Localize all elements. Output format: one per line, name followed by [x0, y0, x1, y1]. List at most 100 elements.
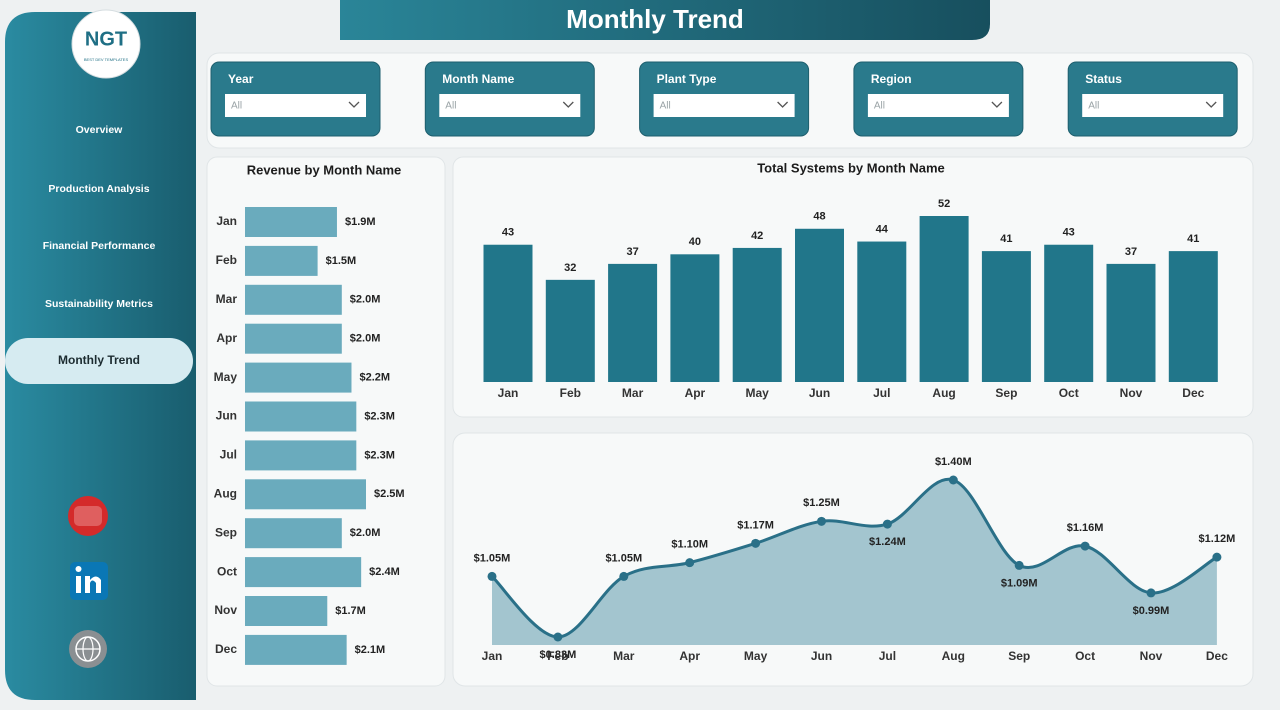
x-tick-label: Jun — [811, 649, 832, 663]
point — [1014, 560, 1024, 570]
data-label: 43 — [1063, 227, 1075, 239]
x-tick-label: May — [744, 649, 768, 663]
point — [553, 632, 563, 642]
data-label: 32 — [564, 262, 576, 274]
filter-value[interactable]: All — [1088, 101, 1099, 112]
x-tick-label: Mar — [622, 386, 644, 400]
filter-label: Region — [871, 72, 912, 86]
chart-title: Total Systems by Month Name — [757, 160, 945, 175]
data-label: 42 — [751, 230, 763, 242]
x-tick-label: Jan — [482, 649, 503, 663]
x-tick-label: Mar — [613, 649, 635, 663]
filter-dropdown[interactable] — [1082, 94, 1224, 117]
data-label: $1.12M — [1199, 533, 1236, 545]
dropdown-arrow[interactable] — [562, 101, 574, 108]
dropdown-arrow[interactable] — [991, 101, 1003, 108]
data-label: $1.40M — [935, 456, 972, 468]
data-label: 44 — [876, 223, 889, 235]
filter-label: Status — [1085, 72, 1122, 86]
x-tick-label: Jul — [873, 386, 890, 400]
filter-dropdown[interactable] — [439, 94, 581, 117]
data-label: 40 — [689, 236, 701, 248]
x-tick-label: Nov — [1140, 649, 1163, 663]
data-label: $2.2M — [359, 372, 390, 384]
nav-item[interactable]: Financial Performance — [43, 240, 156, 252]
data-label: $2.0M — [350, 333, 381, 345]
dropdown-arrow[interactable] — [777, 101, 789, 108]
bar — [981, 251, 1031, 382]
x-tick-label: Oct — [1059, 386, 1079, 400]
data-label: $2.3M — [364, 449, 395, 461]
filter-dropdown[interactable] — [225, 94, 366, 117]
x-tick-label: Feb — [560, 386, 581, 400]
youtube-icon-inner — [74, 506, 102, 526]
data-label: $1.05M — [474, 552, 511, 564]
point — [948, 475, 958, 485]
x-tick-label: Dec — [1182, 386, 1204, 400]
point — [1212, 552, 1222, 562]
data-label: $2.1M — [355, 644, 386, 656]
bar — [670, 254, 720, 382]
data-label: 48 — [813, 211, 825, 223]
point — [882, 519, 892, 529]
filter-dropdown[interactable] — [867, 94, 1009, 117]
youtube-icon[interactable] — [68, 496, 108, 536]
x-tick-label: Oct — [1075, 649, 1095, 663]
y-tick-label: Mar — [216, 292, 238, 306]
data-label: $1.05M — [605, 552, 642, 564]
data-label: 52 — [938, 198, 950, 210]
x-tick-label: Jan — [498, 386, 519, 400]
bar — [245, 479, 366, 510]
x-tick-label: Aug — [942, 649, 965, 663]
nav-item[interactable]: Production Analysis — [48, 183, 149, 195]
bar — [245, 284, 342, 315]
bar — [857, 241, 907, 382]
filter-label: Plant Type — [657, 72, 717, 86]
bar — [245, 362, 352, 393]
filter-value[interactable]: All — [660, 101, 671, 112]
y-tick-label: May — [214, 370, 238, 384]
filter-value[interactable]: All — [445, 101, 456, 112]
bar — [245, 596, 328, 626]
point — [1146, 588, 1156, 598]
data-label: $1.5M — [326, 255, 357, 267]
x-tick-label: Apr — [679, 649, 700, 663]
data-label: $1.17M — [737, 519, 774, 531]
data-label: $1.25M — [803, 497, 840, 509]
nav-item[interactable]: Monthly Trend — [58, 353, 140, 367]
data-label: $0.83M — [540, 649, 577, 661]
page-title: Monthly Trend — [566, 4, 744, 34]
y-tick-label: Sep — [215, 525, 237, 539]
filter-label: Year — [228, 72, 254, 86]
y-tick-label: Dec — [215, 642, 237, 656]
bar — [608, 263, 658, 382]
filter-value[interactable]: All — [874, 101, 885, 112]
area — [492, 479, 1217, 645]
nav-item[interactable]: Sustainability Metrics — [45, 298, 153, 310]
nav-active-pill[interactable] — [5, 338, 193, 384]
data-label: 41 — [1000, 233, 1012, 245]
bar — [245, 323, 342, 354]
bar — [245, 440, 357, 471]
bar — [245, 401, 357, 432]
data-label: $0.99M — [1133, 605, 1170, 617]
dropdown-arrow[interactable] — [1205, 101, 1217, 108]
filter-label: Month Name — [442, 72, 514, 86]
filter-dropdown[interactable] — [653, 94, 795, 117]
filter-value[interactable]: All — [231, 101, 242, 112]
dropdown-arrow[interactable] — [348, 101, 360, 108]
header-banner — [340, 0, 990, 40]
logo-tagline: BEST DEV TEMPLATES — [84, 57, 129, 62]
point — [1080, 541, 1090, 551]
y-tick-label: Aug — [214, 486, 237, 500]
data-label: 37 — [626, 246, 638, 258]
nav-item[interactable]: Overview — [76, 124, 124, 136]
bar — [732, 247, 782, 382]
bar — [245, 245, 318, 276]
bar — [245, 518, 342, 549]
bar — [1106, 263, 1156, 382]
bar — [245, 207, 337, 237]
point — [487, 571, 497, 581]
bar — [1044, 244, 1094, 382]
